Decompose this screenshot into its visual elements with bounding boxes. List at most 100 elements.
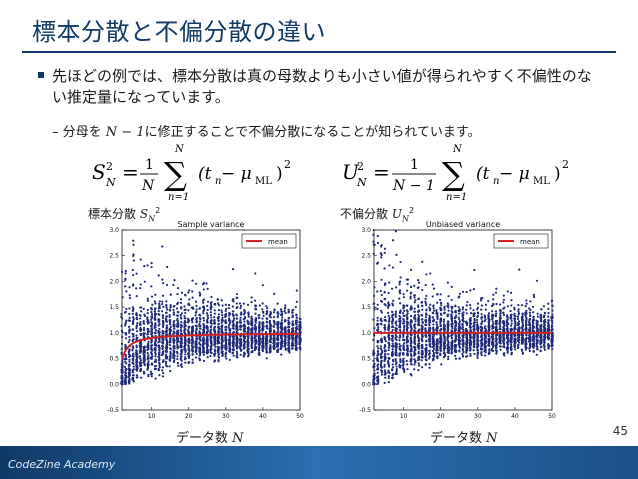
scatter-point — [443, 326, 446, 330]
scatter-point — [254, 307, 257, 311]
scatter-point — [180, 291, 184, 294]
scatter-point — [191, 361, 195, 364]
scatter-point — [383, 283, 386, 287]
scatter-point — [461, 323, 464, 327]
scatter-point — [124, 310, 127, 313]
scatter-point — [187, 351, 190, 355]
scatter-point — [451, 305, 454, 309]
eq-left-term: (t — [198, 164, 212, 184]
scatter-point — [161, 347, 164, 350]
scatter-point — [221, 329, 224, 333]
scatter-point — [432, 347, 436, 351]
scatter-point — [139, 341, 142, 345]
scatter-point — [257, 340, 260, 343]
scatter-point — [379, 345, 383, 348]
scatter-point — [432, 342, 435, 345]
scatter-point — [394, 362, 397, 366]
scatter-point — [205, 340, 208, 343]
scatter-point — [420, 344, 423, 347]
x-tick-label: 20 — [437, 413, 445, 418]
x-tick-label: 40 — [511, 413, 519, 418]
scatter-point — [424, 297, 427, 300]
scatter-point — [476, 318, 479, 321]
scatter-point — [165, 338, 168, 341]
scatter-point — [290, 344, 294, 347]
scatter-point — [276, 350, 279, 353]
scatter-point — [402, 306, 405, 309]
scatter-point — [394, 333, 397, 337]
scatter-point — [395, 368, 398, 371]
scatter-point — [384, 315, 387, 319]
scatter-point — [409, 285, 413, 288]
scatter-point — [488, 337, 491, 340]
scatter-point — [383, 344, 387, 348]
scatter-point — [176, 361, 179, 365]
scatter-point — [391, 376, 394, 379]
scatter-point — [402, 319, 405, 322]
scatter-point — [376, 234, 379, 238]
scatter-point — [280, 310, 283, 313]
scatter-point — [157, 274, 160, 277]
scatter-point — [414, 320, 417, 323]
y-tick-label: 2.5 — [361, 253, 371, 260]
scatter-point — [392, 325, 395, 328]
scatter-point — [487, 299, 490, 303]
scatter-point — [195, 337, 198, 340]
scatter-point — [484, 325, 487, 328]
scatter-point — [413, 301, 416, 304]
scatter-point — [454, 334, 457, 337]
scatter-point — [383, 323, 386, 327]
scatter-point — [450, 313, 453, 316]
scatter-point — [431, 311, 434, 314]
scatter-point — [264, 331, 268, 334]
scatter-point — [298, 329, 301, 332]
scatter-point — [480, 329, 484, 332]
scatter-point — [146, 333, 149, 336]
scatter-point — [466, 346, 469, 350]
scatter-point — [395, 343, 398, 346]
scatter-point — [180, 352, 183, 356]
scatter-point — [195, 350, 198, 353]
scatter-point — [403, 339, 406, 342]
scatter-point — [380, 349, 384, 352]
scatter-point — [392, 373, 395, 376]
scatter-point — [128, 329, 131, 333]
scatter-point — [469, 307, 472, 310]
scatter-point — [227, 317, 231, 320]
scatter-point — [383, 267, 386, 270]
scatter-point — [187, 319, 191, 322]
scatter-point — [227, 324, 231, 327]
scatter-point — [440, 363, 443, 366]
eq-left-close: ) — [276, 164, 283, 184]
scatter-point — [146, 316, 149, 319]
scatter-point — [377, 375, 380, 378]
scatter-point — [135, 324, 139, 327]
scatter-point — [261, 346, 264, 349]
scatter-point — [447, 313, 450, 316]
scatter-point — [146, 318, 149, 321]
scatter-point — [413, 353, 416, 356]
scatter-point — [162, 282, 165, 285]
scatter-point — [153, 317, 156, 321]
scatter-point — [161, 369, 164, 372]
scatter-point — [421, 308, 424, 311]
scatter-point — [432, 287, 436, 290]
scatter-point — [442, 318, 446, 321]
scatter-point — [247, 326, 250, 329]
scatter-point — [402, 335, 405, 339]
scatter-point — [473, 268, 476, 272]
scatter-point — [383, 365, 386, 368]
scatter-point — [450, 343, 454, 346]
scatter-point — [380, 340, 384, 343]
scatter-point — [376, 316, 379, 319]
scatter-point — [279, 326, 283, 329]
scatter-point — [169, 305, 172, 309]
scatter-point — [391, 352, 394, 356]
scatter-point — [157, 368, 160, 372]
scatter-point — [188, 349, 191, 352]
scatter-point — [476, 334, 479, 337]
scatter-point — [446, 322, 449, 325]
scatter-point — [276, 302, 279, 305]
scatter-point — [458, 318, 461, 321]
scatter-point — [179, 298, 183, 301]
